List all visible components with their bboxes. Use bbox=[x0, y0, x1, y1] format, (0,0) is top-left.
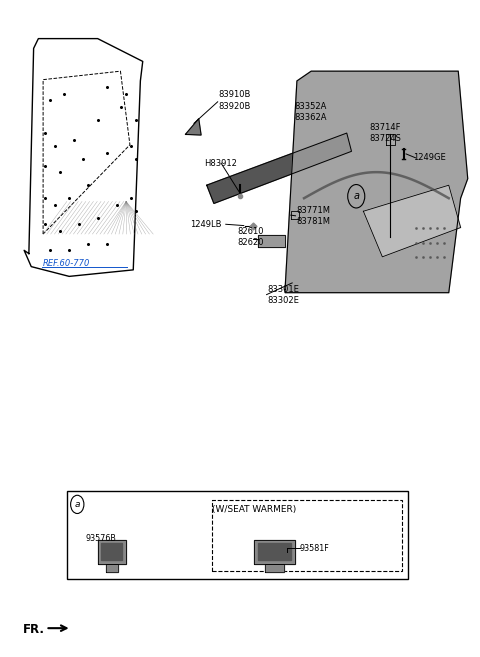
Text: a: a bbox=[353, 191, 359, 201]
Text: 83714F
83724S: 83714F 83724S bbox=[369, 123, 401, 143]
Polygon shape bbox=[207, 133, 351, 204]
Text: 1249GE: 1249GE bbox=[413, 153, 446, 162]
Polygon shape bbox=[363, 185, 461, 257]
Polygon shape bbox=[106, 564, 118, 572]
Polygon shape bbox=[258, 543, 291, 560]
Text: FR.: FR. bbox=[23, 623, 45, 636]
Text: 83352A
83362A: 83352A 83362A bbox=[295, 102, 327, 122]
Text: H83912: H83912 bbox=[204, 158, 237, 168]
Polygon shape bbox=[291, 212, 300, 219]
Text: (W/SEAT WARMER): (W/SEAT WARMER) bbox=[212, 505, 296, 514]
Text: a: a bbox=[74, 500, 80, 509]
Polygon shape bbox=[285, 71, 468, 292]
Text: 1249LB: 1249LB bbox=[190, 220, 222, 229]
Text: REF.60-770: REF.60-770 bbox=[43, 259, 91, 268]
Text: 83771M
83781M: 83771M 83781M bbox=[296, 206, 330, 226]
Polygon shape bbox=[254, 539, 295, 564]
Polygon shape bbox=[101, 543, 122, 560]
Bar bbox=[212, 500, 402, 572]
Bar bbox=[67, 491, 408, 579]
Text: 93576B: 93576B bbox=[86, 534, 117, 543]
Polygon shape bbox=[97, 539, 126, 564]
Text: 93581F: 93581F bbox=[300, 543, 329, 553]
Text: 82610
82620: 82610 82620 bbox=[238, 227, 264, 247]
Polygon shape bbox=[386, 135, 395, 145]
Polygon shape bbox=[264, 564, 284, 572]
Polygon shape bbox=[258, 235, 285, 247]
Polygon shape bbox=[185, 119, 201, 135]
Text: 83910B
83920B: 83910B 83920B bbox=[219, 91, 251, 110]
Text: 83301E
83302E: 83301E 83302E bbox=[267, 284, 300, 305]
